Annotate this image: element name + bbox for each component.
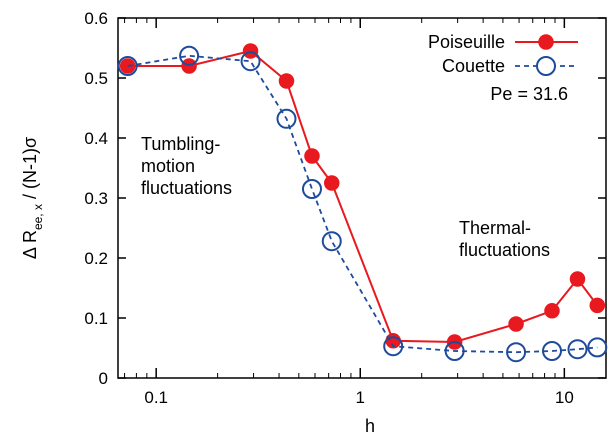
pe-annotation: Pe = 31.6 bbox=[490, 84, 568, 104]
legend: Poiseuille Couette Pe = 31.6 bbox=[428, 32, 578, 104]
data-point-couette bbox=[301, 179, 322, 199]
data-point-couette bbox=[276, 108, 297, 129]
legend-marker-poiseuille bbox=[538, 34, 554, 50]
tumbling-line-1: Tumbling- bbox=[141, 134, 220, 154]
y-tick-label: 0.1 bbox=[84, 309, 108, 328]
thermal-line-1: Thermal- bbox=[459, 218, 531, 238]
data-point-couette bbox=[383, 336, 404, 357]
data-point-poiseuille bbox=[278, 73, 295, 89]
tumbling-annotation: Tumbling- motion fluctuations bbox=[141, 134, 232, 198]
data-point-couette bbox=[542, 341, 562, 361]
y-axis-label-suffix: / (N-1)σ bbox=[20, 137, 40, 204]
tumbling-line-3: fluctuations bbox=[141, 178, 232, 198]
y-tick-label: 0.3 bbox=[84, 189, 108, 208]
x-axis-ticks: 0.1 1 10 bbox=[124, 18, 574, 407]
x-tick-label: 1 bbox=[356, 388, 365, 407]
legend-marker-couette bbox=[536, 56, 556, 76]
thermal-annotation: Thermal- fluctuations bbox=[459, 218, 550, 260]
thermal-line-2: fluctuations bbox=[459, 240, 550, 260]
legend-label-poiseuille: Poiseuille bbox=[428, 32, 505, 52]
data-point-couette bbox=[240, 51, 261, 72]
x-tick-label: 10 bbox=[555, 388, 574, 407]
y-axis-label: Δ Ree, x / (N-1)σ bbox=[20, 137, 45, 259]
series-line-couette bbox=[127, 54, 598, 354]
y-axis-label-subscript: ee, x bbox=[31, 204, 45, 230]
data-point-poiseuille bbox=[242, 43, 259, 59]
data-point-couette bbox=[444, 341, 465, 361]
data-point-couette bbox=[321, 231, 342, 252]
data-point-poiseuille bbox=[304, 148, 320, 164]
data-point-poiseuille bbox=[589, 297, 606, 314]
data-point-couette bbox=[179, 45, 200, 66]
data-point-poiseuille bbox=[324, 175, 340, 191]
tumbling-line-2: motion bbox=[141, 156, 195, 176]
x-tick-label: 0.1 bbox=[144, 388, 168, 407]
data-point-couette bbox=[567, 339, 588, 360]
data-point-poiseuille bbox=[119, 58, 136, 74]
legend-label-couette: Couette bbox=[442, 56, 505, 76]
y-tick-label: 0.6 bbox=[84, 9, 108, 28]
data-point-poiseuille bbox=[181, 58, 197, 74]
series-layer bbox=[117, 43, 608, 363]
data-point-poiseuille bbox=[508, 316, 524, 332]
y-tick-label: 0 bbox=[99, 369, 108, 388]
x-axis-label: h bbox=[365, 416, 375, 436]
data-point-couette bbox=[506, 342, 527, 363]
data-point-couette bbox=[117, 56, 138, 76]
y-axis-label-prefix: Δ R bbox=[20, 230, 40, 259]
data-point-couette bbox=[587, 337, 608, 358]
y-tick-label: 0.4 bbox=[84, 129, 108, 148]
y-tick-label: 0.5 bbox=[84, 69, 108, 88]
y-tick-label: 0.2 bbox=[84, 249, 108, 268]
data-point-poiseuille bbox=[544, 303, 560, 319]
data-point-poiseuille bbox=[569, 271, 586, 287]
